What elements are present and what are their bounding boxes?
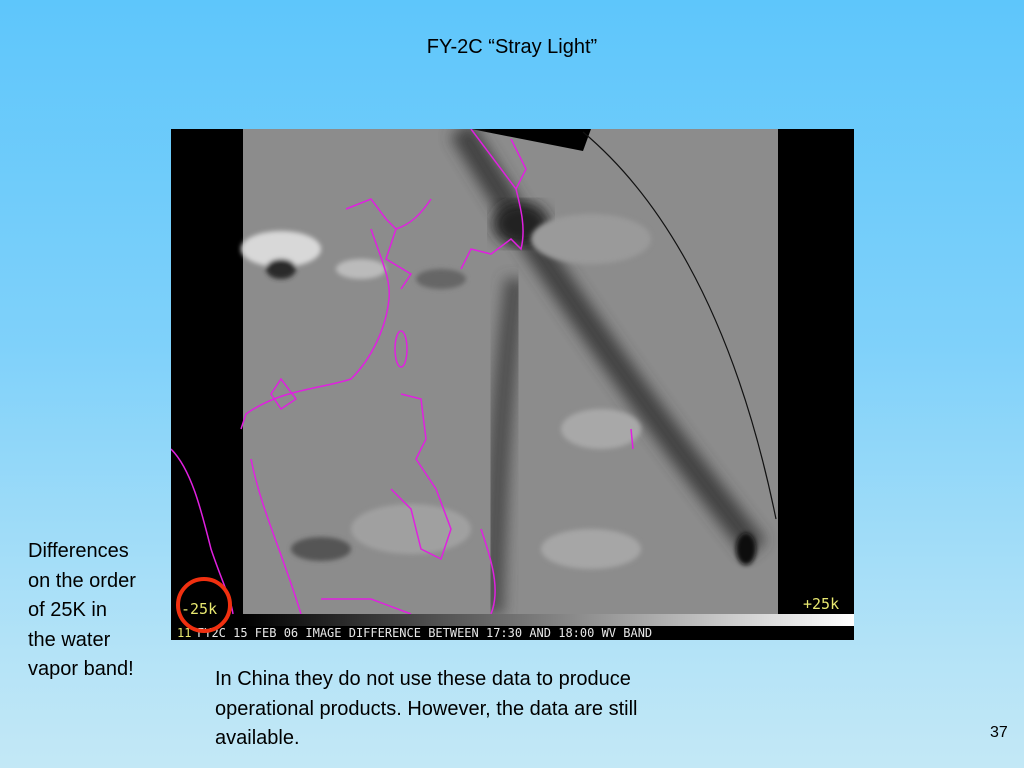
image-caption: FY2C 15 FEB 06 IMAGE DIFFERENCE BETWEEN … — [197, 626, 652, 640]
page-number: 37 — [990, 724, 1008, 741]
stray-light-diagonal-band — [449, 129, 767, 558]
stray-light-vertical-band — [482, 277, 527, 615]
side-note-line: of 25K in — [28, 599, 107, 621]
caption-line: operational products. However, the data … — [215, 697, 638, 720]
caption-line: In China they do not use these data to p… — [215, 668, 631, 690]
satellite-difference-image: -25k +25k 11 FY2C 15 FEB 06 IMAGE DIFFER… — [171, 129, 854, 640]
cloud-textures — [241, 214, 756, 569]
side-note-line: on the order — [28, 569, 136, 592]
scale-max-label: +25k — [803, 595, 839, 613]
frame-number: 11 — [177, 626, 191, 640]
scale-min-label: -25k — [181, 600, 217, 618]
caption-line: available. — [215, 727, 300, 749]
highlight-circle — [176, 577, 232, 633]
color-scale-bar — [243, 614, 854, 626]
slide-caption: In China they do not use these data to p… — [215, 665, 795, 754]
coastlines — [171, 129, 634, 615]
top-black-notch — [471, 129, 591, 151]
side-note-line: the water — [28, 628, 111, 651]
side-note-line: Differences — [28, 540, 129, 562]
side-note-line: vapor band! — [28, 658, 134, 680]
slide-title: FY-2C “Stray Light” — [426, 36, 598, 58]
side-note: Differences on the order of 25K in the w… — [28, 537, 168, 685]
earth-limb — [582, 131, 777, 520]
